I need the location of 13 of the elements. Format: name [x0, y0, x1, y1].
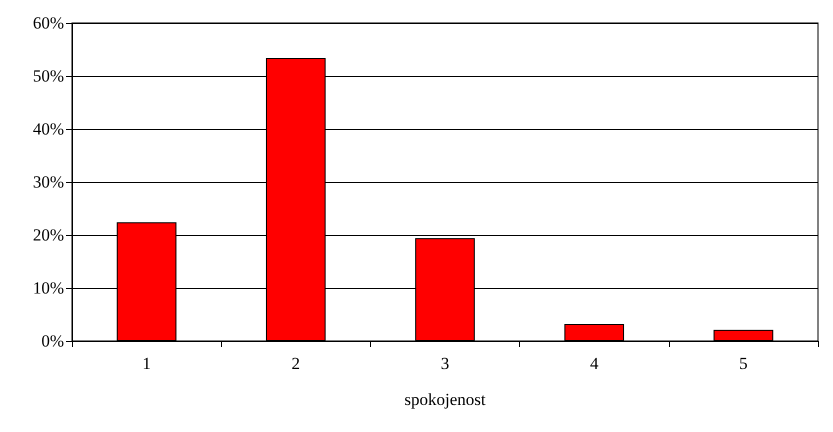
- y-tick-label: 0%: [41, 332, 64, 350]
- y-tick-label: 40%: [32, 120, 64, 138]
- x-tick-label: 3: [440, 354, 450, 373]
- x-tick-label: 1: [142, 354, 151, 373]
- y-tick-label: 30%: [32, 172, 64, 192]
- y-tick-label: 20%: [32, 226, 64, 244]
- x-tick-label: 2: [292, 354, 300, 373]
- x-axis-title: spokojenost: [404, 390, 486, 409]
- y-tick-label: 60%: [32, 14, 64, 32]
- x-tick-label: 4: [590, 354, 599, 373]
- y-tick-label: 50%: [32, 66, 64, 86]
- x-tick-label: 5: [739, 354, 748, 373]
- y-tick-label: 10%: [32, 278, 64, 298]
